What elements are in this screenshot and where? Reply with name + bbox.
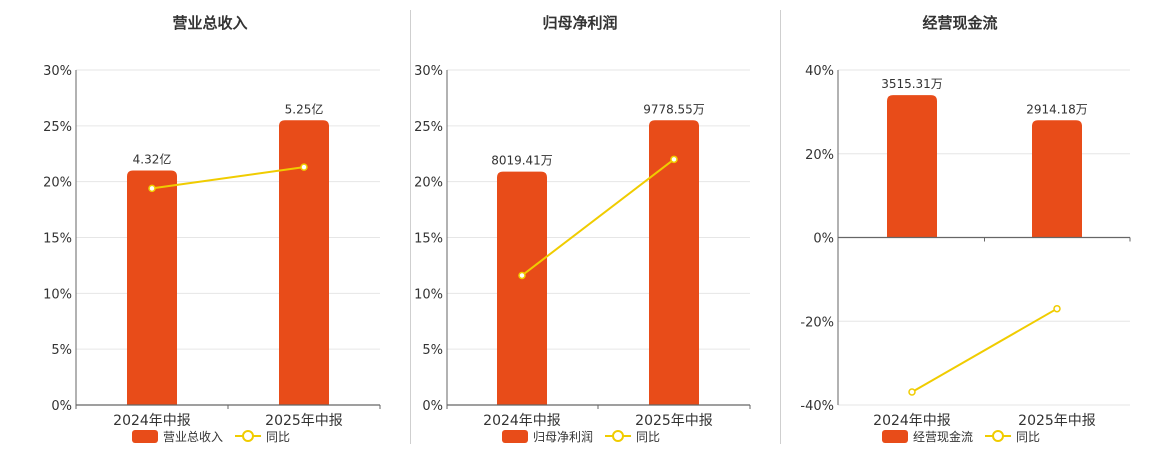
legend-bar-label: 经营现金流 <box>913 429 974 444</box>
divider-2 <box>780 10 781 444</box>
y-tick-label: 25% <box>414 120 443 135</box>
x-category-label: 2024年中报 <box>483 413 561 429</box>
divider-1 <box>410 10 411 444</box>
legend-net-profit[interactable]: 归母净利润 同比 <box>502 426 660 446</box>
bar-value-label: 2914.18万 <box>1026 102 1088 116</box>
bar-value-label: 8019.41万 <box>491 154 553 168</box>
y-tick-label: 40% <box>805 64 834 79</box>
y-tick-label: 0% <box>51 399 72 414</box>
x-category-label: 2024年中报 <box>873 413 951 429</box>
x-category-label: 2025年中报 <box>265 413 343 429</box>
y-tick-label: 30% <box>43 64 72 79</box>
y-tick-label: 20% <box>805 148 834 163</box>
legend-line-swatch <box>985 430 1012 442</box>
bar-value-label: 5.25亿 <box>285 101 324 116</box>
chart-title: 经营现金流 <box>922 14 997 32</box>
legend-bar-swatch <box>502 429 528 443</box>
y-tick-label: 15% <box>43 232 72 247</box>
y-tick-label: 0% <box>422 399 443 414</box>
bar <box>887 95 937 238</box>
bar <box>279 120 329 405</box>
x-category-label: 2025年中报 <box>1018 413 1096 429</box>
x-category-label: 2024年中报 <box>113 413 191 429</box>
y-tick-label: 20% <box>43 176 72 191</box>
y-tick-label: 15% <box>414 232 443 247</box>
y-tick-label: 30% <box>414 64 443 79</box>
yoy-line <box>911 307 1058 393</box>
y-tick-label: 20% <box>414 176 443 191</box>
legend-line-label: 同比 <box>636 429 661 444</box>
legend-line-label: 同比 <box>266 429 291 444</box>
y-tick-label: 25% <box>43 120 72 135</box>
yoy-point <box>300 163 308 171</box>
yoy-point <box>908 388 916 396</box>
legend-line-swatch <box>235 430 262 442</box>
bar <box>497 171 547 405</box>
chart-title: 营业总收入 <box>172 14 247 32</box>
legend-cash-flow[interactable]: 经营现金流 同比 <box>882 426 1040 446</box>
y-tick-label: 0% <box>813 232 834 247</box>
bar <box>649 120 699 405</box>
yoy-point <box>148 184 156 193</box>
y-tick-label: -40% <box>800 399 834 414</box>
legend-revenue[interactable]: 营业总收入 同比 <box>132 426 290 446</box>
yoy-line <box>151 166 305 190</box>
legend-bar-swatch <box>132 429 158 443</box>
y-tick-label: 10% <box>414 287 443 302</box>
bar-value-label: 3515.31万 <box>881 77 943 91</box>
legend-bar-swatch <box>882 429 908 443</box>
y-tick-label: 10% <box>43 287 72 302</box>
bar-value-label: 4.32亿 <box>133 152 172 167</box>
y-tick-label: 5% <box>422 343 443 358</box>
y-tick-label: -20% <box>800 315 834 330</box>
chart-title: 归母净利润 <box>542 14 617 32</box>
yoy-point <box>518 271 526 280</box>
legend-bar-label: 归母净利润 <box>533 429 594 444</box>
bar <box>127 170 177 405</box>
x-category-label: 2025年中报 <box>635 413 713 429</box>
y-tick-label: 5% <box>51 343 72 358</box>
bar <box>1032 120 1082 238</box>
bar-value-label: 9778.55万 <box>643 102 705 116</box>
legend-bar-label: 营业总收入 <box>163 429 224 444</box>
yoy-point <box>1053 304 1061 313</box>
legend-line-swatch <box>605 430 632 442</box>
yoy-line <box>521 158 675 277</box>
legend-line-label: 同比 <box>1016 429 1041 444</box>
yoy-point <box>670 155 678 164</box>
